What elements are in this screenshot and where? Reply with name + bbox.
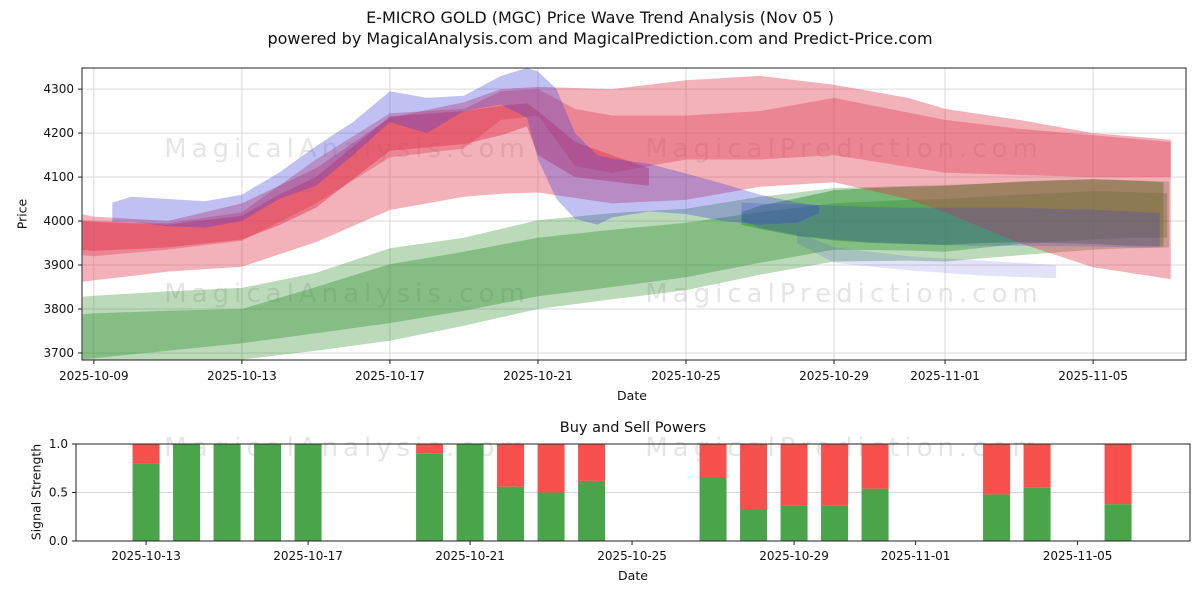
x-tick-label: 2025-10-25 bbox=[651, 369, 721, 383]
signal-chart: MagicalAnalysis.comMagicalPrediction.com… bbox=[49, 433, 1191, 563]
price-bands bbox=[82, 68, 1171, 360]
x-tick-label: 2025-10-17 bbox=[273, 549, 343, 563]
bar-buy-segment bbox=[537, 492, 565, 541]
bar-sell-segment bbox=[132, 444, 160, 464]
price-axis-label: Price bbox=[14, 198, 30, 230]
watermark-text: MagicalPrediction.com bbox=[645, 279, 1043, 309]
bar-buy-segment bbox=[821, 505, 849, 541]
bar-buy-segment bbox=[1104, 504, 1132, 541]
bar-sell-segment bbox=[578, 444, 606, 481]
bar-sell-segment bbox=[497, 444, 525, 487]
x-tick-label: 2025-10-21 bbox=[503, 369, 573, 383]
y-tick-label: 3800 bbox=[43, 302, 74, 316]
bar-buy-segment bbox=[294, 444, 322, 541]
y-tick-label: 0.5 bbox=[49, 486, 68, 500]
x-tick-label: 2025-10-13 bbox=[111, 549, 181, 563]
band-red-core bbox=[82, 103, 649, 251]
bar-sell-segment bbox=[861, 444, 889, 489]
x-tick-label: 2025-11-05 bbox=[1058, 369, 1128, 383]
bar-buy-segment bbox=[578, 480, 606, 541]
bar-sell-segment bbox=[537, 444, 565, 493]
bar-buy-segment bbox=[1023, 487, 1051, 541]
band-blue-sliver bbox=[797, 232, 1057, 279]
x-tick-label: 2025-11-01 bbox=[881, 549, 951, 563]
x-tick-label: 2025-10-29 bbox=[759, 549, 829, 563]
band-blue-tail bbox=[741, 202, 1160, 248]
x-tick-label: 2025-10-21 bbox=[435, 549, 505, 563]
bottom-date-axis-label: Date bbox=[618, 568, 648, 583]
y-tick-label: 4200 bbox=[43, 126, 74, 140]
y-tick-label: 4300 bbox=[43, 82, 74, 96]
bar-buy-segment bbox=[173, 444, 201, 541]
bar-buy-segment bbox=[740, 508, 768, 541]
top-plot-border bbox=[81, 67, 1187, 361]
bar-buy-segment bbox=[780, 505, 808, 541]
y-tick-label: 4000 bbox=[43, 214, 74, 228]
bottom-chart-title: Buy and Sell Powers bbox=[559, 420, 707, 436]
watermark-text: MagicalAnalysis.com bbox=[164, 134, 529, 164]
y-tick-label: 0.0 bbox=[49, 534, 68, 548]
signal-strength-axis-label: Signal Strength bbox=[28, 443, 44, 541]
x-tick-label: 2025-10-17 bbox=[355, 369, 425, 383]
top-date-axis-label: Date bbox=[617, 388, 647, 403]
bar-buy-segment bbox=[132, 463, 160, 541]
band-red-mid bbox=[82, 89, 1171, 257]
watermark-text: MagicalAnalysis.com bbox=[164, 279, 529, 309]
y-tick-label: 1.0 bbox=[49, 437, 68, 451]
figure-subtitle: powered by MagicalAnalysis.com and Magic… bbox=[267, 29, 933, 48]
bar-sell-segment bbox=[821, 444, 849, 506]
x-tick-label: 2025-11-01 bbox=[910, 369, 980, 383]
bar-sell-segment bbox=[416, 444, 444, 454]
bar-buy-segment bbox=[254, 444, 282, 541]
bar-buy-segment bbox=[861, 488, 889, 541]
x-tick-label: 2025-10-13 bbox=[207, 369, 277, 383]
bar-sell-segment bbox=[1104, 444, 1132, 505]
price-chart: MagicalAnalysis.com MagicalPrediction.com… bbox=[43, 67, 1187, 383]
bar-buy-segment bbox=[213, 444, 241, 541]
band-green-forecast bbox=[741, 179, 1164, 247]
band-red-outer bbox=[82, 75, 1171, 282]
x-tick-label: 2025-10-29 bbox=[799, 369, 869, 383]
bar-buy-segment bbox=[456, 444, 484, 541]
y-tick-label: 3700 bbox=[43, 346, 74, 360]
bar-sell-segment bbox=[780, 444, 808, 506]
x-tick-label: 2025-10-09 bbox=[59, 369, 129, 383]
x-tick-label: 2025-11-05 bbox=[1043, 549, 1113, 563]
bar-sell-segment bbox=[983, 444, 1011, 495]
bar-buy-segment bbox=[699, 476, 727, 541]
x-tick-label: 2025-10-25 bbox=[597, 549, 667, 563]
band-blue-main bbox=[112, 68, 820, 228]
figure-title: E-MICRO GOLD (MGC) Price Wave Trend Anal… bbox=[366, 8, 834, 27]
bar-buy-segment bbox=[497, 486, 525, 541]
y-tick-label: 3900 bbox=[43, 258, 74, 272]
bar-sell-segment bbox=[1023, 444, 1051, 488]
y-tick-label: 4100 bbox=[43, 170, 74, 184]
watermark-text: MagicalPrediction.com bbox=[645, 134, 1043, 164]
bar-sell-segment bbox=[740, 444, 768, 509]
bar-buy-segment bbox=[416, 453, 444, 541]
bar-buy-segment bbox=[983, 494, 1011, 541]
bar-sell-segment bbox=[699, 444, 727, 477]
